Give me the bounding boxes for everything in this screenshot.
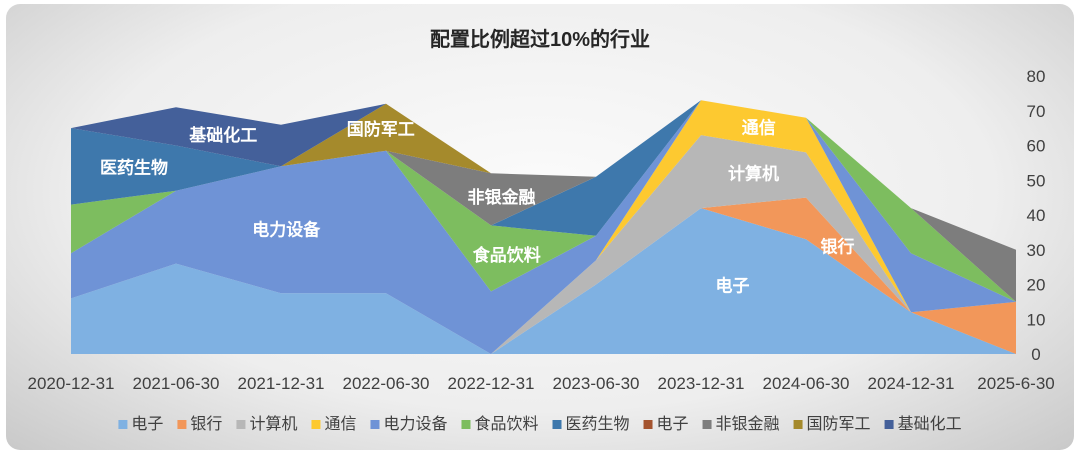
x-tick-label: 2021-06-30 [133,374,220,393]
legend-swatch [311,420,321,429]
x-tick-label: 2022-06-30 [343,374,430,393]
y-tick-label: 30 [1027,241,1046,260]
legend-swatch [643,420,653,429]
legend-item-8: 非银金融 [702,415,780,433]
legend-label: 电子 [131,415,163,433]
y-tick-label: 20 [1027,276,1046,295]
areas-layer [71,100,1016,354]
legend-label: 基础化工 [898,415,962,433]
legend-swatch [236,420,246,429]
legend-item-10: 基础化工 [884,415,962,433]
y-tick-label: 10 [1027,310,1046,329]
area-label-4: 非银金融 [468,187,536,207]
area-series-0 [71,208,1016,354]
y-tick-label: 50 [1027,171,1046,190]
legend-swatch [118,420,128,429]
area-label-1: 基础化工 [188,125,257,145]
legend-label: 电子 [657,415,689,433]
x-tick-label: 2023-12-31 [658,374,745,393]
area-series-2 [71,135,1016,354]
area-label-8: 银行 [821,237,855,257]
chart-title: 配置比例超过10%的行业 [430,27,650,51]
area-series-4 [71,100,1016,354]
x-tick-label: 2023-06-30 [553,374,640,393]
legend-swatch [370,420,380,429]
y-tick-label: 60 [1027,137,1046,156]
legend-item-5: 食品饮料 [461,415,539,433]
area-series-10 [71,100,1016,250]
area-label-2: 国防军工 [347,119,415,139]
area-label-3: 电力设备 [252,219,321,239]
legend-label: 国防军工 [807,415,871,433]
x-tick-label: 2021-12-31 [238,374,325,393]
legend-label: 通信 [324,415,356,433]
legend-swatch [552,420,562,429]
x-axis: 2020-12-31 2021-06-30 2021-12-31 2022-06-30… [28,374,1055,393]
area-series-5 [71,100,1016,302]
y-tick-label: 80 [1027,67,1046,86]
x-tick-label: 2024-12-31 [868,374,955,393]
legend-swatch [702,420,712,429]
legend-item-7: 电子 [643,415,689,433]
x-tick-label: 2025-6-30 [977,374,1055,393]
area-label-6: 通信 [742,117,776,137]
y-tick-label: 40 [1027,206,1046,225]
legend-label: 计算机 [249,414,297,433]
area-label-5: 食品饮料 [473,245,541,265]
x-tick-label: 2024-06-30 [763,374,850,393]
legend-swatch [461,420,471,429]
y-tick-label: 70 [1027,102,1046,121]
legend-item-0: 电子 [118,415,163,433]
area-series-6 [71,100,1016,302]
legend-label: 银行 [190,415,222,433]
area-label-0: 医药生物 [100,157,168,177]
area-label-9: 电子 [716,276,750,296]
legend-label: 食品饮料 [474,415,538,433]
legend: 电子 银行 计算机 通信 电力设备 食品饮料 医药生物 电子 非银金融 国防军工 基础化工 [118,414,962,433]
x-tick-label: 2020-12-31 [28,374,115,393]
legend-label: 医药生物 [566,415,630,433]
y-tick-label: 0 [1031,345,1040,364]
legend-item-1: 银行 [177,415,222,433]
legend-item-9: 国防军工 [793,415,871,433]
chart-frame: 配置比例超过10%的行业 医药生物 基础化工 国防军工 电力设备 非银金融 食品饮料 通信计… [6,4,1074,450]
legend-swatch [177,420,187,429]
legend-swatch [793,420,803,429]
legend-label: 非银金融 [716,415,780,433]
legend-item-3: 通信 [311,415,356,433]
y-axis: 0 10 20 30 40 50 60 70 80 [1027,67,1046,364]
x-tick-label: 2022-12-31 [448,374,535,393]
area-label-7: 计算机 [728,163,779,183]
legend-item-6: 医药生物 [552,415,630,433]
legend-label: 电力设备 [383,415,447,433]
legend-item-2: 计算机 [236,414,297,433]
legend-swatch [884,420,894,429]
legend-item-4: 电力设备 [370,415,447,433]
